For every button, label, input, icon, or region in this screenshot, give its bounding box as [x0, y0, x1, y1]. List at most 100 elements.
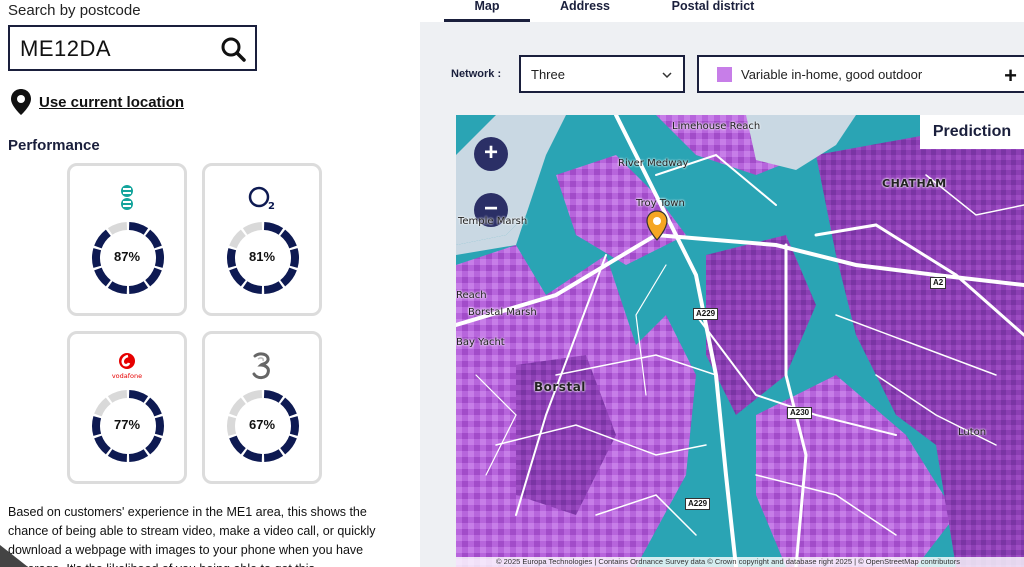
- o2-score-percent: 81%: [248, 249, 276, 264]
- ring-segment: [107, 390, 128, 403]
- ring-segment: [242, 281, 263, 294]
- performance-title: Performance: [8, 137, 100, 154]
- ring-segment: [128, 390, 149, 403]
- map-label-limehouse: Limehouse Reach: [672, 121, 761, 132]
- ring-segment: [128, 449, 149, 462]
- ring-segment: [289, 248, 299, 268]
- use-current-location-link[interactable]: Use current location: [39, 93, 185, 111]
- ring-segment: [94, 229, 111, 249]
- ring-segment: [154, 416, 164, 436]
- ring-segment: [154, 248, 164, 268]
- ring-segment: [263, 390, 284, 403]
- ring-segment: [94, 267, 111, 287]
- ring-segment: [242, 449, 263, 462]
- postcode-search-box: [8, 25, 257, 71]
- svg-text:vodafone: vodafone: [112, 372, 142, 380]
- operator-card-o2: 2 81%: [202, 163, 322, 316]
- ring-segment: [94, 435, 111, 455]
- left-panel: Search by postcode Use current location …: [0, 0, 420, 567]
- map-attribution: © 2025 Europa Technologies | Contains Or…: [456, 557, 1024, 567]
- right-panel: Map Address Postal district Network : Th…: [420, 0, 1024, 567]
- map-base: [456, 115, 1024, 567]
- map-label-river: River Medway: [618, 158, 689, 169]
- ring-segment: [242, 390, 263, 403]
- ring-segment: [227, 248, 237, 268]
- vodafone-score-percent: 77%: [113, 417, 141, 432]
- ring-segment: [263, 449, 284, 462]
- ring-segment: [145, 397, 162, 417]
- map-label-yacht: Bay Yacht: [456, 337, 505, 348]
- map-label-reach: Reach: [456, 290, 487, 301]
- ring-segment: [92, 248, 102, 268]
- operator-card-vodafone: vodafone 77%: [67, 331, 187, 484]
- ring-segment: [280, 435, 297, 455]
- performance-description: Based on customers' experience in the ME…: [8, 505, 376, 567]
- postcode-input[interactable]: [20, 35, 210, 63]
- view-tabs: Map Address Postal district: [420, 0, 1024, 22]
- svg-text:2: 2: [268, 201, 275, 212]
- search-icon[interactable]: [219, 35, 247, 63]
- ring-segment: [107, 222, 128, 235]
- network-selected-value: Three: [531, 67, 565, 82]
- map-label-borstal-marsh: Borstal Marsh: [468, 307, 537, 318]
- vodafone-logo-icon: vodafone: [70, 348, 184, 384]
- ring-segment: [280, 267, 297, 287]
- prediction-label: Prediction: [920, 115, 1024, 149]
- tab-map[interactable]: Map: [444, 0, 530, 22]
- map-label-temple: Temple Marsh: [458, 216, 528, 227]
- ring-segment: [229, 267, 246, 287]
- coverage-legend-select[interactable]: Variable in-home, good outdoor +: [697, 55, 1024, 93]
- ring-segment: [128, 222, 149, 235]
- three-logo-icon: [205, 348, 319, 384]
- chevron-down-icon: [662, 72, 672, 79]
- road-label-a230: A230: [787, 407, 813, 419]
- zoom-out-button[interactable]: −: [474, 193, 508, 227]
- ee-score-percent: 87%: [113, 249, 141, 264]
- o2-logo-icon: 2: [205, 180, 319, 216]
- tab-postal-district[interactable]: Postal district: [671, 0, 755, 13]
- ring-segment: [280, 397, 297, 417]
- network-select[interactable]: Three: [519, 55, 685, 93]
- coverage-map[interactable]: + − Prediction Limehouse Reach River Med…: [456, 115, 1024, 567]
- ring-segment: [107, 449, 128, 462]
- o2-score-ring: [227, 222, 299, 294]
- tab-address[interactable]: Address: [559, 0, 611, 13]
- ring-segment: [94, 397, 111, 417]
- three-score-percent: 67%: [248, 417, 276, 432]
- ring-segment: [263, 222, 284, 235]
- ring-segment: [229, 229, 246, 249]
- current-location-row[interactable]: Use current location: [10, 88, 184, 116]
- road-label-a2: A2: [930, 277, 947, 289]
- search-label: Search by postcode: [8, 2, 141, 19]
- map-label-chatham: CHATHAM: [882, 177, 947, 190]
- map-label-borstal: Borstal: [534, 380, 586, 394]
- ring-segment: [242, 222, 263, 235]
- vodafone-score-ring: [92, 390, 164, 462]
- map-label-troy-town: Troy Town: [636, 198, 685, 209]
- legend-label: Variable in-home, good outdoor: [741, 67, 923, 82]
- network-label: Network :: [451, 68, 502, 80]
- road-label-a229-north: A229: [693, 308, 719, 320]
- ring-segment: [145, 435, 162, 455]
- zoom-in-button[interactable]: +: [474, 137, 508, 171]
- ee-score-ring: [92, 222, 164, 294]
- ring-segment: [229, 435, 246, 455]
- ring-segment: [92, 416, 102, 436]
- map-label-luton: Luton: [958, 427, 987, 438]
- corner-decoration: [0, 545, 28, 567]
- operator-card-three: 67%: [202, 331, 322, 484]
- ring-segment: [280, 229, 297, 249]
- operator-card-ee: 87%: [67, 163, 187, 316]
- ring-segment: [107, 281, 128, 294]
- ring-segment: [128, 281, 149, 294]
- road-label-a229-south: A229: [685, 498, 711, 510]
- three-score-ring: [227, 390, 299, 462]
- location-pin-icon: [11, 89, 31, 115]
- expand-legend-plus-icon[interactable]: +: [1004, 63, 1017, 88]
- ring-segment: [229, 397, 246, 417]
- ring-segment: [227, 416, 237, 436]
- legend-swatch: [717, 67, 732, 82]
- ring-segment: [289, 416, 299, 436]
- ring-segment: [263, 281, 284, 294]
- map-location-pin-icon: [646, 210, 668, 241]
